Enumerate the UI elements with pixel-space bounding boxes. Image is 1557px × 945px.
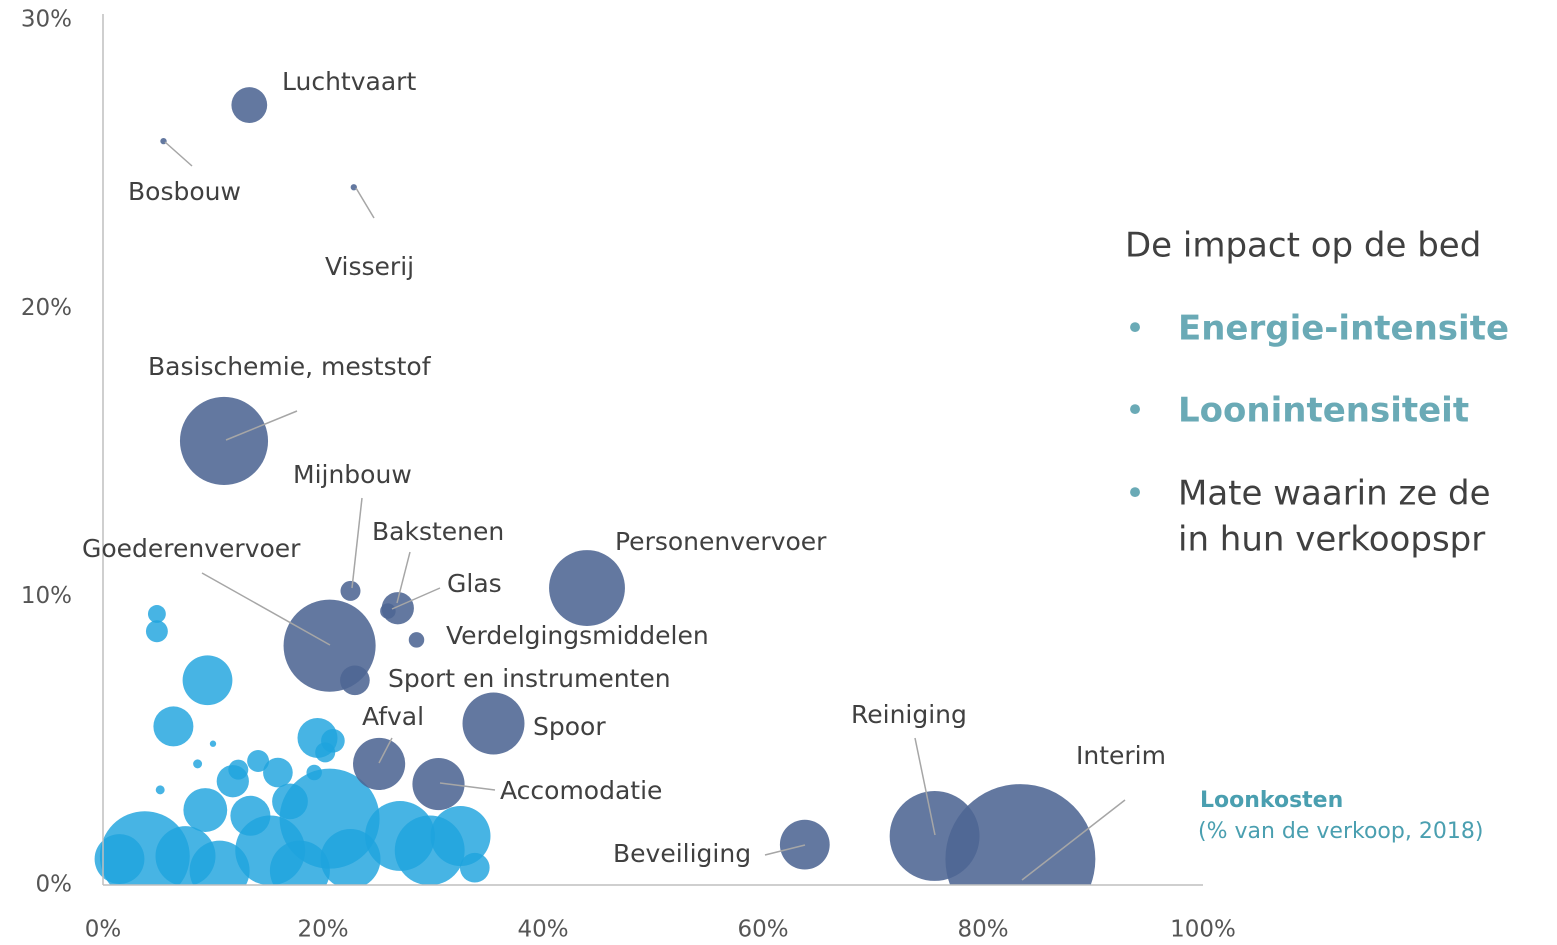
bubble-label: Sport en instrumenten	[388, 664, 671, 693]
leader-line	[355, 187, 375, 219]
x-tick-label: 100%	[1170, 917, 1236, 943]
bubble	[315, 742, 336, 763]
bubble-label: Personenvervoer	[615, 527, 827, 556]
leader-line	[201, 572, 331, 646]
bubble-label: Bosbouw	[128, 177, 241, 206]
bubble-label: Visserij	[325, 252, 414, 281]
bubble	[263, 757, 293, 788]
bullet-dot: •	[1125, 474, 1145, 514]
leader-line	[391, 587, 441, 610]
bubble-label: Spoor	[533, 712, 606, 741]
bubble-label: Beveiliging	[613, 839, 751, 868]
x-tick-label: 0%	[85, 917, 122, 943]
bullet-dot: •	[1125, 309, 1145, 349]
x-tick-label: 40%	[517, 917, 568, 943]
bubble	[353, 737, 406, 790]
leader-line	[351, 497, 363, 589]
x-axis-title: Loonkosten	[1200, 788, 1343, 813]
x-tick-label: 80%	[957, 917, 1008, 943]
bubble	[320, 829, 381, 885]
x-tick-label: 60%	[737, 917, 788, 943]
side-heading: De impact op de bed	[1125, 226, 1481, 266]
bubble	[412, 758, 465, 811]
y-tick-label: 20%	[21, 295, 72, 321]
bubble-label: Afval	[362, 702, 424, 731]
bubble-label: Verdelgingsmiddelen	[446, 621, 709, 650]
leader-line	[378, 737, 393, 764]
bubble	[340, 665, 370, 696]
bubble	[147, 605, 166, 623]
bubble	[94, 834, 145, 884]
bubble	[269, 840, 330, 885]
bubble	[209, 740, 217, 747]
bubble-label: Luchtvaart	[282, 67, 416, 96]
bubble	[462, 692, 525, 755]
bubble-label: Reiniging	[851, 700, 967, 729]
leader-line	[764, 844, 806, 856]
bubble	[179, 396, 269, 486]
x-tick-label: 20%	[297, 917, 348, 943]
side-bullet: in hun verkoopspr	[1178, 520, 1485, 560]
bubble	[189, 840, 250, 885]
bubble-label: Interim	[1076, 741, 1166, 770]
y-tick-label: 10%	[21, 583, 72, 609]
leader-line	[164, 141, 193, 167]
bubble	[945, 784, 1096, 885]
bubble	[340, 580, 361, 601]
bubble	[247, 750, 270, 772]
side-bullet: Loonintensiteit	[1178, 391, 1469, 431]
side-bullet: Mate waarin ze de	[1178, 474, 1491, 514]
leader-line	[439, 782, 496, 791]
bubble-label: Glas	[447, 569, 502, 598]
leader-line	[914, 737, 936, 836]
bubble-label: Basischemie, meststof	[148, 352, 432, 381]
bubble-label: Bakstenen	[372, 517, 504, 546]
bubble	[408, 632, 425, 648]
bubble	[350, 184, 357, 191]
x-axis-note: (% van de verkoop, 2018)	[1198, 819, 1483, 844]
bubble	[380, 603, 396, 619]
bubble-label: Accomodatie	[500, 776, 662, 805]
y-tick-label: 30%	[21, 7, 72, 33]
side-bullet: Energie-intensite	[1178, 309, 1509, 349]
bubble	[394, 815, 465, 885]
y-tick-label: 0%	[36, 872, 73, 898]
bubble	[182, 655, 233, 706]
bubble	[183, 788, 228, 832]
bubble	[145, 620, 168, 643]
bubble	[231, 87, 268, 123]
bubble-label: Mijnbouw	[293, 460, 412, 489]
bubble	[155, 785, 165, 795]
leader-line	[1021, 799, 1126, 881]
leader-line	[396, 551, 411, 604]
bullet-dot: •	[1125, 391, 1145, 431]
bubble	[153, 706, 194, 747]
bubble-label: Goederenvervoer	[82, 534, 301, 563]
leader-line	[225, 410, 298, 441]
bubble	[193, 759, 203, 769]
bubble	[549, 550, 625, 626]
bubble	[459, 852, 490, 883]
bubble	[216, 765, 249, 798]
plot-area	[94, 87, 1096, 885]
